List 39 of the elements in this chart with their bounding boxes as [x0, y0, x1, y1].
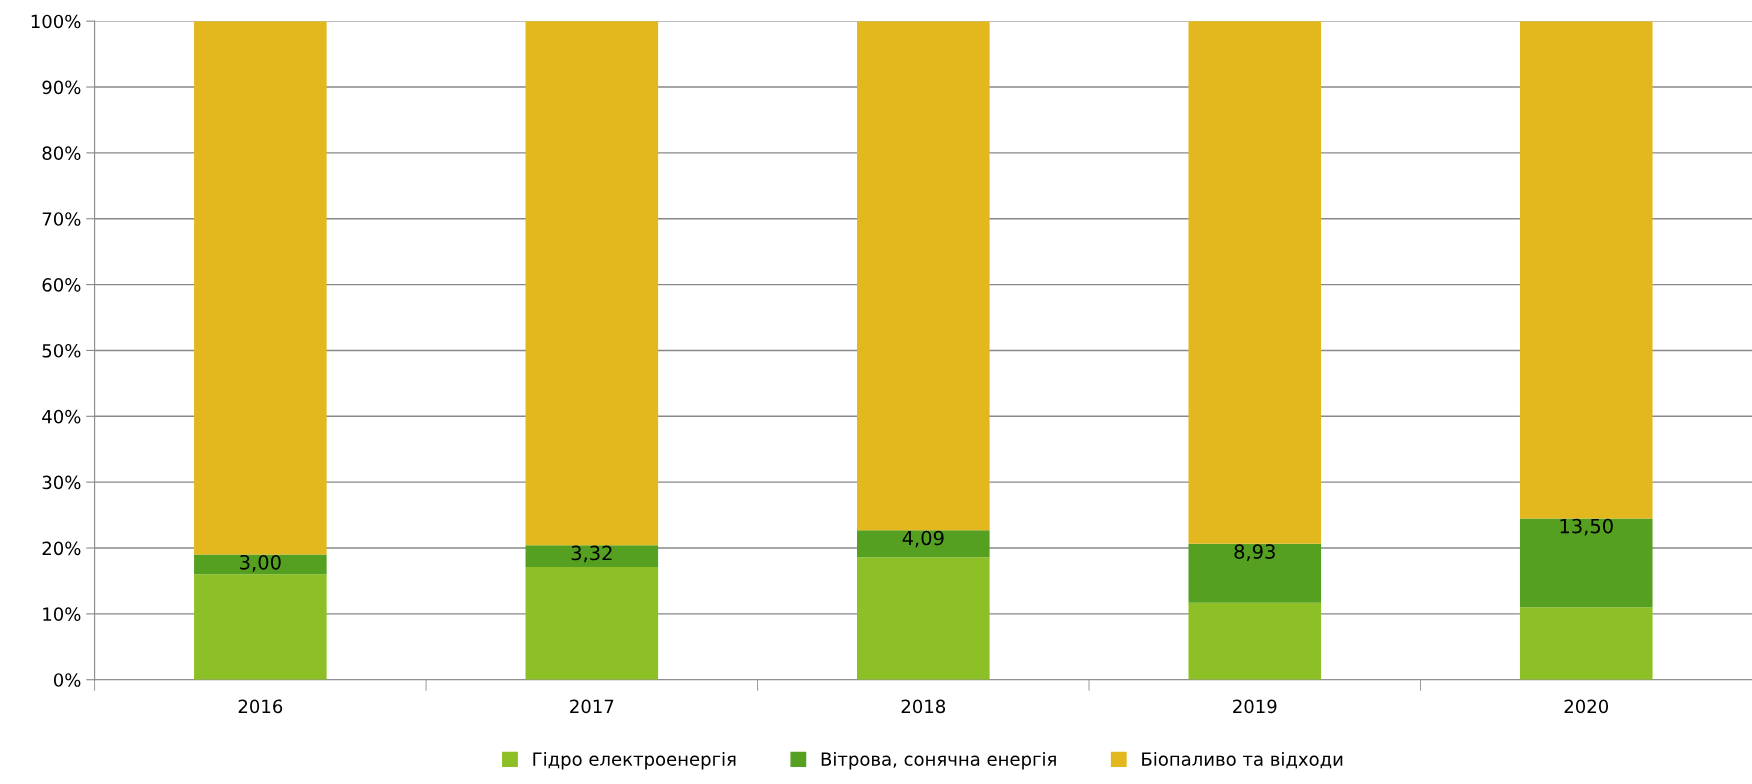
y-tick-label: 10%: [43, 607, 81, 621]
y-tick-label: 20%: [42, 541, 81, 556]
data-label: 8,93: [1234, 544, 1275, 561]
bar: [1519, 607, 1653, 680]
bar: [1188, 602, 1322, 680]
bar: [1519, 21, 1653, 519]
data-label: 3,32: [571, 545, 612, 563]
y-tick-label: 0%: [53, 673, 81, 687]
legend-label: Біопаливо та відходи: [1142, 751, 1343, 769]
legend-label: Гідро електроенергія: [533, 751, 736, 770]
x-tick-label: 2020: [1564, 699, 1609, 714]
data-label: 13,50: [1560, 518, 1613, 536]
bar: [857, 21, 990, 531]
bar: [194, 574, 327, 680]
y-tick-label: 30%: [42, 475, 81, 490]
y-tick-label: 100%: [31, 14, 81, 29]
bar: [194, 554, 327, 575]
x-tick-label: 2019: [1233, 699, 1277, 714]
y-tick-label: 50%: [42, 343, 81, 358]
y-tick-label: 90%: [42, 80, 81, 95]
bar: [857, 530, 990, 558]
bar: [525, 21, 659, 546]
x-tick-label: 2016: [238, 699, 283, 714]
bar: [525, 545, 659, 568]
bar: [857, 557, 990, 680]
bar: [525, 567, 659, 680]
y-tick-label: 60%: [42, 278, 81, 292]
y-tick-label: 80%: [42, 146, 81, 160]
bar: [1188, 21, 1322, 544]
x-tick-label: 2017: [570, 699, 614, 714]
bar: [1188, 543, 1322, 603]
bar: [194, 21, 327, 555]
bar: [1519, 518, 1653, 608]
y-tick-label: 70%: [42, 212, 81, 226]
data-label: 3,00: [240, 554, 281, 572]
legend-label: Вітрова, сонячна енергія: [821, 751, 1056, 770]
y-tick-label: 40%: [42, 409, 81, 424]
x-tick-label: 2018: [901, 699, 946, 714]
data-label: 4,09: [902, 530, 944, 548]
